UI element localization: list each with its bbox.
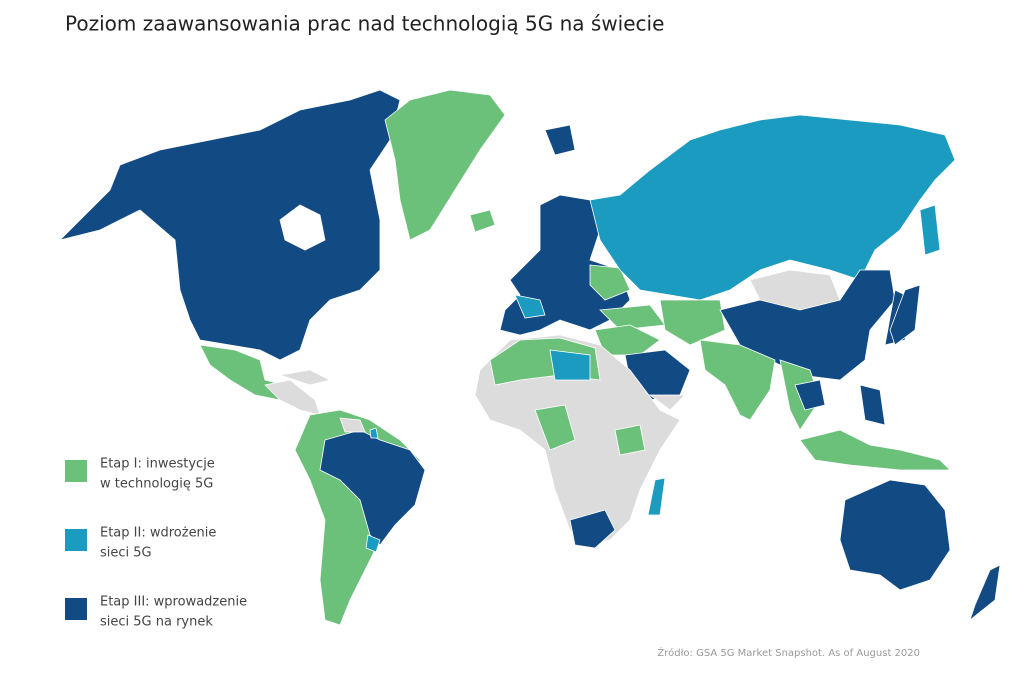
legend-label: sieci 5G na rynek	[100, 615, 213, 630]
legend-label: sieci 5G	[100, 546, 152, 561]
legend-label: Etap II: wdrożenie	[100, 526, 216, 541]
legend-label: Etap I: inwestycje	[100, 457, 215, 472]
legend-swatch	[65, 598, 87, 620]
world-map	[58, 89, 1001, 626]
legend-label: w technologię 5G	[100, 477, 213, 492]
source: Źródło: GSA 5G Market Snapshot. As of Au…	[657, 646, 920, 659]
title: Poziom zaawansowania prac nad technologi…	[65, 12, 664, 36]
legend-label: Etap III: wprowadzenie	[100, 595, 247, 610]
legend: Etap I: inwestycje w technologię 5G Etap I…	[65, 457, 247, 630]
legend-swatch	[65, 529, 87, 551]
legend-swatch	[65, 460, 87, 482]
